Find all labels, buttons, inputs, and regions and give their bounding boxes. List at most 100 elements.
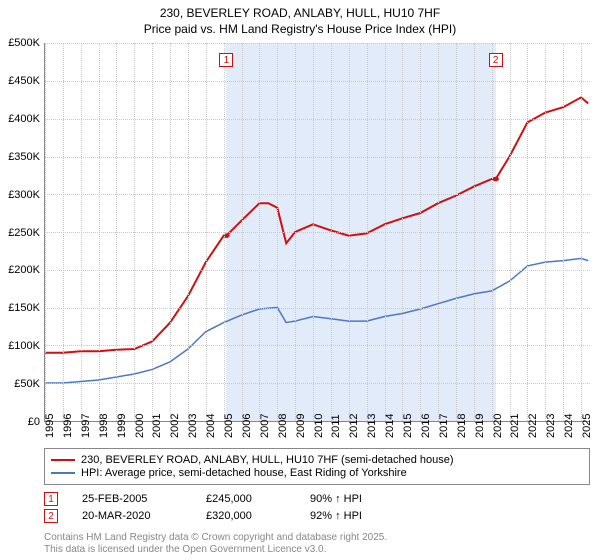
grid-line [45,383,590,384]
grid-line [385,43,386,421]
grid-line [45,270,590,271]
x-tick-label: 2003 [187,414,191,438]
grid-line [367,43,368,421]
grid-line [527,43,528,421]
sale-hpi: 92% ↑ HPI [310,510,362,522]
x-tick-label: 2023 [545,414,549,438]
y-tick-label: £350K [8,151,40,163]
x-tick-label: 2009 [295,414,299,438]
sale-row: 125-FEB-2005£245,00090% ↑ HPI [44,492,590,506]
x-tick-label: 2021 [509,414,513,438]
x-tick-label: 2002 [169,414,173,438]
sales-table: 125-FEB-2005£245,00090% ↑ HPI220-MAR-202… [44,489,590,526]
grid-line [295,43,296,421]
y-tick-label: £450K [8,75,40,87]
grid-line [456,43,457,421]
grid-line [474,43,475,421]
footer-line-1: Contains HM Land Registry data © Crown c… [44,532,590,544]
x-tick-label: 1998 [98,414,102,438]
grid-line [134,43,135,421]
grid-line [545,43,546,421]
x-tick-label: 2000 [134,414,138,438]
title-line-1: 230, BEVERLEY ROAD, ANLABY, HULL, HU10 7… [0,6,600,22]
x-tick-label: 2016 [420,414,424,438]
sale-price: £320,000 [206,510,286,522]
x-tick-label: 2010 [313,414,317,438]
grid-line [45,43,590,44]
grid-line [420,43,421,421]
footer-line-2: This data is licensed under the Open Gov… [44,544,590,556]
x-tick-label: 2004 [205,414,209,438]
y-axis: £0£50K£100K£150K£200K£250K£300K£350K£400… [0,43,44,422]
grid-line [277,43,278,421]
x-axis: 1995199619971998199920002001200220032004… [44,422,590,442]
series-line-hpi [45,259,588,384]
sale-date: 20-MAR-2020 [82,510,182,522]
chart-title: 230, BEVERLEY ROAD, ANLABY, HULL, HU10 7… [0,0,600,39]
grid-line [170,43,171,421]
grid-line [188,43,189,421]
title-line-2: Price paid vs. HM Land Registry's House … [0,22,600,38]
grid-line [45,194,590,195]
grid-line [331,43,332,421]
y-tick-label: £200K [8,264,40,276]
sale-date: 25-FEB-2005 [82,493,182,505]
x-tick-label: 2001 [151,414,155,438]
legend-label: HPI: Average price, semi-detached house,… [81,467,407,479]
x-tick-label: 2020 [492,414,496,438]
x-tick-label: 2022 [527,414,531,438]
plot-area: 12 [44,43,590,422]
y-tick-label: £400K [8,113,40,125]
grid-line [581,43,582,421]
y-tick-label: £100K [8,340,40,352]
legend-item: HPI: Average price, semi-detached house,… [51,467,583,479]
y-tick-label: £250K [8,227,40,239]
y-tick-label: £500K [8,37,40,49]
grid-line [206,43,207,421]
x-tick-label: 2019 [474,414,478,438]
x-tick-label: 1996 [62,414,66,438]
grid-line [45,43,46,421]
grid-line [45,345,590,346]
sale-hpi: 90% ↑ HPI [310,493,362,505]
grid-line [152,43,153,421]
grid-line [81,43,82,421]
x-tick-label: 1995 [44,414,48,438]
y-tick-label: £150K [8,302,40,314]
grid-line [242,43,243,421]
x-tick-label: 1997 [80,414,84,438]
grid-line [99,43,100,421]
x-tick-label: 1999 [116,414,120,438]
x-tick-label: 2014 [384,414,388,438]
grid-line [45,81,590,82]
grid-line [63,43,64,421]
grid-line [349,43,350,421]
footer: Contains HM Land Registry data © Crown c… [44,532,590,556]
y-tick-label: £50K [14,378,40,390]
legend: 230, BEVERLEY ROAD, ANLABY, HULL, HU10 7… [44,448,590,485]
x-tick-label: 2017 [438,414,442,438]
series-line-price_paid [45,98,588,353]
sale-marker-2: 2 [489,53,503,67]
sale-row: 220-MAR-2020£320,00092% ↑ HPI [44,509,590,523]
legend-swatch [51,459,75,461]
x-tick-label: 2007 [259,414,263,438]
x-tick-label: 2006 [241,414,245,438]
grid-line [45,119,590,120]
grid-line [313,43,314,421]
x-tick-label: 2018 [456,414,460,438]
x-tick-label: 2011 [330,414,334,438]
x-tick-label: 2015 [402,414,406,438]
grid-line [438,43,439,421]
sale-point-2 [492,177,499,182]
x-tick-label: 2012 [348,414,352,438]
grid-line [492,43,493,421]
grid-line [563,43,564,421]
y-tick-label: £0 [28,416,40,428]
sale-marker-1: 1 [219,53,233,67]
x-tick-label: 2005 [223,414,227,438]
grid-line [45,157,590,158]
x-tick-label: 2024 [563,414,567,438]
grid-line [45,308,590,309]
grid-line [45,232,590,233]
